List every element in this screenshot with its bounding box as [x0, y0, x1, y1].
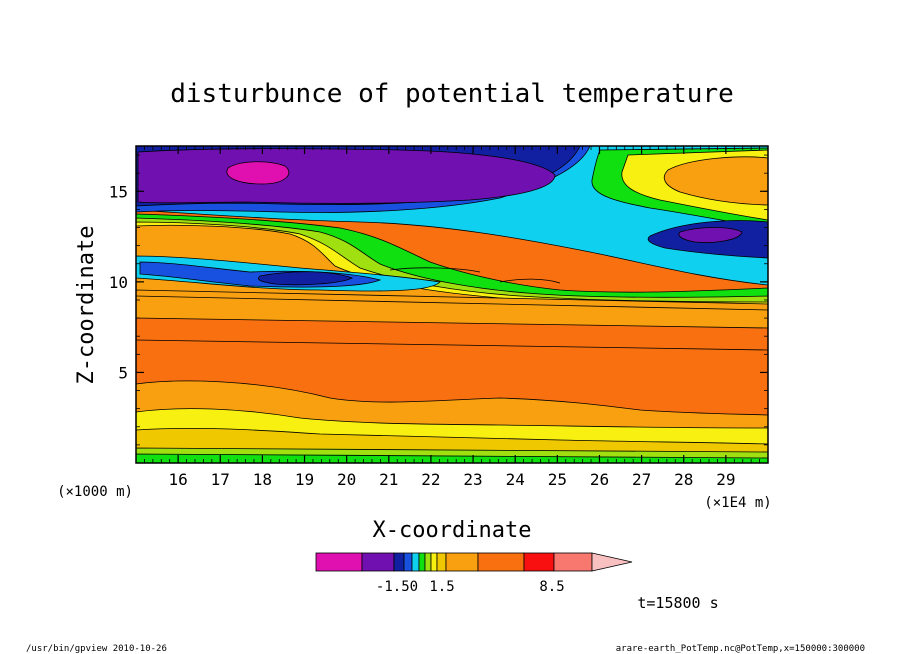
contour-band-orange-upper-right [663, 156, 768, 206]
contour-band-green-surface [136, 453, 768, 463]
colorbar-segment [436, 552, 447, 572]
x-tick-label: 29 [716, 470, 735, 489]
y-axis: 5 10 15 [109, 154, 768, 446]
y-tick-label: 5 [118, 363, 128, 382]
x-tick-label: 26 [590, 470, 609, 489]
time-label: t=15800 s [637, 594, 718, 612]
x-tick-label: 25 [548, 470, 567, 489]
colorbar-segment [477, 552, 525, 572]
x-tick-label: 20 [337, 470, 356, 489]
colorbar: -1.50 1.5 8.5 [315, 552, 633, 595]
colorbar-segment [424, 552, 432, 572]
y-tick-label: 15 [109, 182, 128, 201]
contour-band-magenta-top [226, 161, 290, 185]
colorbar-segment [361, 552, 395, 572]
contour-band-purple-top [137, 148, 556, 204]
colorbar-segment [403, 552, 413, 572]
x-tick-label: 23 [463, 470, 482, 489]
x-unit: (×1E4 m) [704, 495, 771, 511]
x-tick-label: 18 [253, 470, 272, 489]
colorbar-label: 1.5 [429, 579, 454, 595]
colorbar-label: 8.5 [539, 579, 564, 595]
y-axis-label: Z-coordinate [74, 226, 99, 385]
x-tick-label: 19 [295, 470, 314, 489]
x-tick-label: 24 [506, 470, 525, 489]
plot-area [136, 146, 768, 463]
colorbar-segment [315, 552, 363, 572]
footer-right: arare-earth_PotTemp.nc@PotTemp,x=150000:… [616, 644, 865, 654]
x-axis: 16 17 18 19 20 21 22 23 24 25 26 27 28 29 [135, 146, 769, 489]
colorbar-label: -1.50 [376, 579, 418, 595]
x-axis-label: X-coordinate [373, 518, 532, 543]
y-tick-label: 10 [109, 273, 128, 292]
plot-frame [135, 145, 769, 464]
chart-title: disturbunce of potential temperature [170, 79, 734, 109]
colorbar-segment [553, 552, 593, 572]
x-tick-label: 16 [169, 470, 188, 489]
colorbar-segment [393, 552, 405, 572]
colorbar-extension [591, 552, 633, 572]
colorbar-segment [411, 552, 420, 572]
colorbar-segment [445, 552, 479, 572]
x-tick-label: 28 [674, 470, 693, 489]
y-unit: (×1000 m) [57, 484, 133, 500]
contour-band-purple-right [678, 227, 743, 243]
contour-band-navy-mid [258, 271, 354, 286]
x-tick-label: 21 [379, 470, 398, 489]
colorbar-segment [430, 552, 438, 572]
footer-left: /usr/bin/gpview 2010-10-26 [26, 644, 167, 654]
x-tick-label: 17 [211, 470, 230, 489]
x-tick-label: 27 [632, 470, 651, 489]
colorbar-segment [523, 552, 555, 572]
colorbar-segment [418, 552, 426, 572]
x-tick-label: 22 [421, 470, 440, 489]
